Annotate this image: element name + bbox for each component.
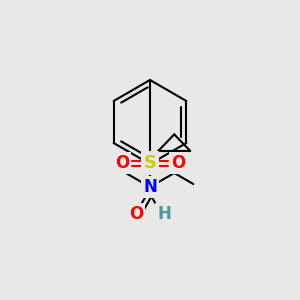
Text: N: N — [143, 178, 157, 196]
Text: O: O — [115, 154, 129, 172]
Text: H: H — [157, 205, 171, 223]
Text: S: S — [143, 154, 157, 172]
Text: O: O — [129, 205, 143, 223]
Text: O: O — [171, 154, 185, 172]
